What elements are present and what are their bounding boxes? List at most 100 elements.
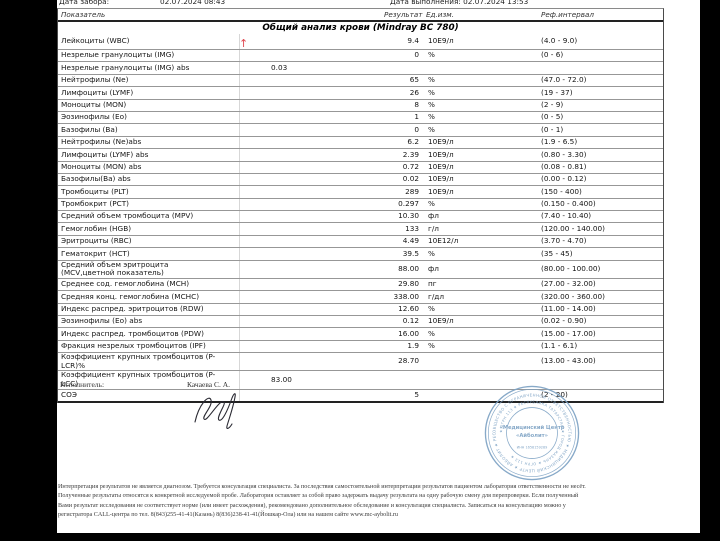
row-ref-interval: (0 - 5) — [541, 112, 564, 122]
row-unit: % — [428, 341, 435, 351]
row-parameter-label: Незрелые гранулоциты (IMG) — [61, 50, 175, 60]
row-ref-interval: (320.00 - 360.00) — [541, 291, 606, 301]
row-parameter-label: Лимфоциты (LYMF) — [61, 87, 134, 97]
table-row: СОЭ 5 (2 - 20) — [58, 389, 663, 402]
row-ref-interval: (0.02 - 0.90) — [541, 316, 587, 326]
row-result-value: 0.297 — [398, 199, 419, 209]
row-unit: фл — [428, 263, 439, 273]
row-result-value: 133 — [405, 223, 419, 233]
table-row: Средний объем эритроцита (MCV,цветной по… — [58, 260, 663, 279]
row-unit: % — [428, 124, 435, 134]
row-parameter-label: Средний объем тромбоцита (MPV) — [61, 211, 194, 221]
footer-line: Вами результат исследования не соответст… — [58, 502, 566, 509]
row-result-value: 29.80 — [398, 279, 419, 289]
row-parameter-label: Тромбоциты (PLT) — [61, 186, 129, 196]
row-result-value: 0 — [414, 124, 419, 134]
row-parameter-label: Моноциты (MON) — [61, 99, 127, 109]
table-row: Тромбокрит (PCT) 0.297 % (0.150 - 0.400) — [58, 198, 663, 212]
table-row: Базофилы (Ba) 0 % (0 - 1) — [58, 124, 663, 137]
row-parameter-label: Нейтрофилы (Ne) — [61, 75, 129, 85]
row-unit: фл — [428, 211, 439, 221]
footer-line: Полученные результаты относятся к конкре… — [58, 493, 579, 500]
row-result-value: 2.39 — [402, 149, 419, 159]
footer-line: Интерпретация результатов не является ди… — [58, 484, 586, 490]
row-parameter-label: Средняя конц. гемоглобина (MCHC) — [61, 291, 200, 301]
row-result-value: 28.70 — [398, 356, 419, 366]
row-parameter-label: Среднее сод. гемоглобина (MCH) — [61, 279, 190, 289]
row-secondary-value: 83.00 — [271, 374, 292, 384]
row-result-value: 9.4 — [407, 36, 419, 46]
row-result-value: 289 — [405, 186, 419, 196]
row-ref-interval: (47.0 - 72.0) — [541, 75, 587, 85]
table-row: Тромбоциты (PLT) 289 10E9/л (150 - 400) — [58, 186, 663, 199]
row-result-value: 1 — [414, 112, 419, 122]
table-row: Индекс распред. эритроцитов (RDW) 12.60 … — [58, 303, 663, 316]
stamp-center-line2: «Айболит» — [516, 432, 548, 439]
collection-date-value: 02.07.2024 08:43 — [160, 0, 226, 6]
table-row: Средняя конц. гемоглобина (MCHC) 338.00 … — [58, 291, 663, 304]
row-unit: % — [428, 87, 435, 97]
table-row: Моноциты (MON) 8 % (2 - 9) — [58, 99, 663, 112]
row-parameter-label: Гематокрит (HCT) — [61, 248, 130, 258]
row-ref-interval: (7.40 - 10.40) — [541, 211, 592, 221]
row-ref-interval: (150 - 400) — [541, 186, 582, 196]
header-result: Результат — [384, 9, 423, 19]
footer-disclaimer: Интерпретация результатов не является ди… — [58, 483, 662, 521]
executor-name: Качаева С. А. — [187, 380, 231, 389]
signature-image — [194, 393, 236, 429]
row-unit: 10E9/л — [428, 137, 454, 147]
row-ref-interval: (15.00 - 17.00) — [541, 328, 596, 338]
row-ref-interval: (19 - 37) — [541, 87, 573, 97]
stamp-center-line1: «Медицинский Центр — [499, 424, 564, 431]
row-result-value: 26 — [409, 87, 419, 97]
table-row: Эозинофилы (Eo) 1 % (0 - 5) — [58, 111, 663, 125]
row-unit: 10E9/л — [428, 161, 454, 171]
row-result-value: 39.5 — [402, 248, 419, 258]
row-result-value: 6.2 — [407, 137, 419, 147]
row-unit: % — [428, 248, 435, 258]
row-unit: 10E9/л — [428, 316, 454, 326]
row-unit: 10E9/л — [428, 149, 454, 159]
row-parameter-label: Индекс распред. эритроцитов (RDW) — [61, 304, 204, 313]
table-row: Фракция незрелых тромбоцитов (IPF) 1.9 %… — [58, 340, 663, 354]
row-ref-interval: (1.1 - 6.1) — [541, 341, 578, 351]
header-parameter: Показатель — [61, 9, 106, 19]
footer-line: регистратора CALL-центра по тел. 8(843)2… — [58, 512, 399, 519]
row-parameter-label: Моноциты (MON) abs — [61, 161, 142, 171]
clinic-stamp-seal: ОБЩЕСТВО С ОГРАНИЧЕННОЙ ОТВЕТСТВЕННОСТЬЮ… — [484, 385, 580, 481]
row-result-value: 1.9 — [407, 341, 419, 351]
row-parameter-label: Базофилы(Ba) abs — [61, 174, 131, 184]
execution-date: Дата выполнения: 02.07.2024 13:53 — [390, 0, 529, 6]
row-parameter-label: Незрелые гранулоциты (IMG) abs — [61, 62, 190, 72]
row-ref-interval: (11.00 - 14.00) — [541, 304, 596, 313]
row-result-value: 16.00 — [398, 328, 419, 338]
row-unit: г/дл — [428, 291, 445, 301]
report-dates-row: Дата забора: 02.07.2024 08:43 Дата выпол… — [57, 0, 662, 8]
row-result-value: 88.00 — [398, 263, 419, 273]
row-parameter-label: Гемоглобин (HGB) — [61, 223, 132, 233]
row-ref-interval: (13.00 - 43.00) — [541, 356, 596, 366]
row-parameter-label: Фракция незрелых тромбоцитов (IPF) — [61, 341, 206, 351]
row-parameter-label: Лимфоциты (LYMF) abs — [61, 149, 149, 159]
row-result-value: 0 — [414, 50, 419, 60]
row-result-value: 12.60 — [398, 304, 419, 313]
row-ref-interval: (4.0 - 9.0) — [541, 36, 578, 46]
row-parameter-label: Базофилы (Ba) — [61, 124, 118, 134]
table-row: Лимфоциты (LYMF) 26 % (19 - 37) — [58, 87, 663, 100]
row-result-value: 338.00 — [393, 291, 419, 301]
row-ref-interval: (1.9 - 6.5) — [541, 137, 578, 147]
row-ref-interval: (0.08 - 0.81) — [541, 161, 587, 171]
stamp-inn-text: ИНН 1658159289 — [517, 445, 548, 449]
table-row: Лейкоциты (WBC) 9.4 10E9/л (4.0 - 9.0) ↑ — [58, 34, 663, 50]
row-ref-interval: (0 - 6) — [541, 50, 564, 60]
row-ref-interval: (35 - 45) — [541, 248, 573, 258]
row-result-value: 0.12 — [402, 316, 419, 326]
row-ref-interval: (0.150 - 0.400) — [541, 199, 596, 209]
table-row: Эритроциты (RBC) 4.49 10E12/л (3.70 - 4.… — [58, 235, 663, 249]
table-row: Незрелые гранулоциты (IMG) 0 % (0 - 6) — [58, 50, 663, 63]
row-unit: % — [428, 304, 435, 313]
row-result-value: 10.30 — [398, 211, 419, 221]
row-parameter-label: Индекс распред. тромбоцитов (PDW) — [61, 328, 204, 338]
row-unit: г/л — [428, 223, 439, 233]
table-header-row: Показатель Результат Ед.изм. Реф.интерва… — [58, 9, 663, 22]
